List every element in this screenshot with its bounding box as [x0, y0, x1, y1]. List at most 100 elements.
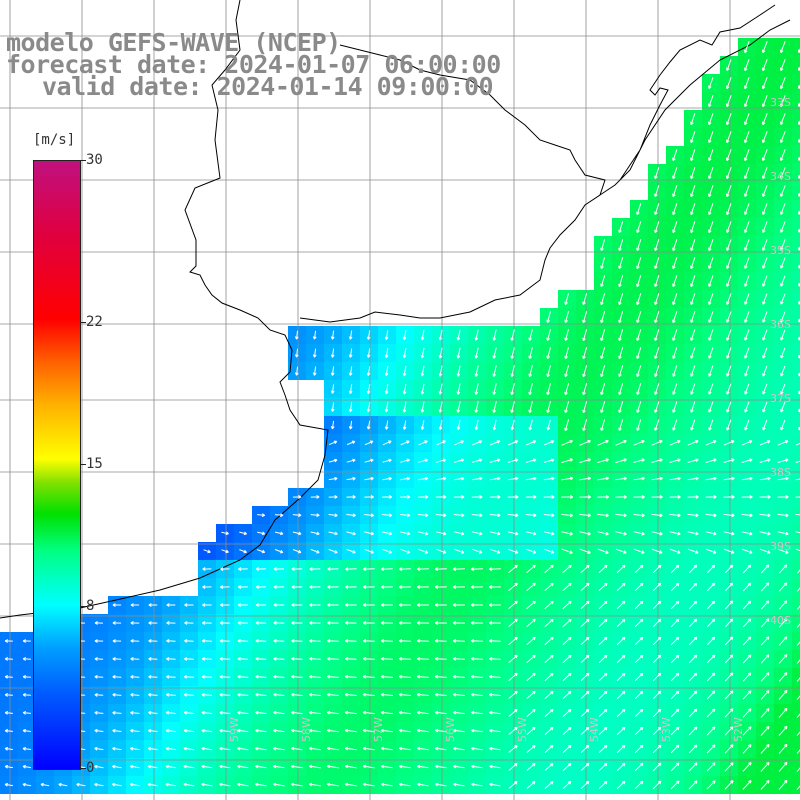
- wind-arrow: [94, 639, 104, 643]
- wind-arrow: [508, 582, 518, 592]
- wind-arrow: [184, 657, 194, 661]
- wind-arrow: [291, 656, 303, 661]
- wind-arrow: [308, 764, 321, 769]
- wind-arrow: [741, 440, 753, 446]
- wind-arrow: [528, 419, 533, 431]
- wind-arrow: [741, 476, 753, 481]
- wind-arrow: [636, 221, 642, 234]
- wind-arrow: [618, 311, 624, 324]
- wind-arrow: [616, 564, 626, 574]
- wind-arrow: [564, 419, 570, 432]
- wind-arrow: [580, 726, 590, 735]
- wind-arrow: [76, 782, 86, 787]
- wind-arrow: [362, 710, 375, 715]
- wind-arrow: [327, 567, 339, 571]
- wind-arrow: [434, 567, 447, 572]
- wind-speed-cell: [792, 632, 800, 650]
- wind-arrow: [456, 420, 461, 431]
- wind-arrow: [326, 710, 339, 715]
- wind-arrow: [420, 401, 425, 413]
- wind-arrow: [402, 348, 407, 359]
- wind-arrow: [672, 311, 678, 324]
- wind-arrow: [762, 167, 768, 179]
- wind-arrow: [382, 548, 392, 554]
- wind-arrow: [398, 746, 411, 751]
- longitude-label: 56W: [444, 717, 457, 742]
- wind-arrow: [725, 113, 732, 126]
- wind-arrow: [582, 401, 588, 414]
- wind-arrow: [742, 564, 752, 574]
- wind-arrow: [452, 692, 465, 697]
- wind-arrow: [654, 383, 660, 395]
- wind-arrow: [452, 603, 465, 607]
- wind-speed-cell: [792, 416, 800, 434]
- wind-arrow: [326, 728, 339, 733]
- wind-arrow: [688, 744, 698, 754]
- wind-arrow: [598, 600, 608, 610]
- wind-arrow: [474, 365, 479, 377]
- wind-arrow: [579, 476, 592, 481]
- wind-arrow: [725, 77, 732, 90]
- wind-arrow: [129, 782, 140, 787]
- wind-arrow: [327, 603, 339, 607]
- wind-arrow: [328, 531, 338, 536]
- wind-arrow: [708, 419, 714, 431]
- wind-arrow: [672, 221, 678, 234]
- colorbar-tick-mark: [80, 768, 86, 769]
- wind-arrow: [400, 548, 411, 554]
- wind-arrow: [273, 764, 285, 769]
- wind-speed-cells: [0, 38, 800, 794]
- wind-arrow: [651, 531, 663, 536]
- wind-arrow: [416, 639, 429, 643]
- wind-arrow: [796, 623, 800, 628]
- wind-arrow: [94, 621, 104, 625]
- wind-arrow: [237, 746, 249, 751]
- wind-arrow: [780, 221, 786, 233]
- wind-arrow: [363, 585, 375, 589]
- latitude-label: 37S: [770, 392, 791, 405]
- wind-arrow: [779, 131, 786, 143]
- wind-arrow: [690, 311, 696, 323]
- wind-arrow: [795, 548, 800, 552]
- wind-arrow: [221, 531, 229, 536]
- wind-arrow: [633, 495, 645, 499]
- wind-arrow: [634, 762, 644, 772]
- wind-arrow: [219, 621, 230, 625]
- wind-arrow: [309, 585, 321, 589]
- wind-arrow: [795, 531, 800, 534]
- wind-arrow: [723, 513, 735, 518]
- wind-arrow: [436, 440, 446, 446]
- wind-arrow: [687, 495, 699, 499]
- wind-arrow: [130, 657, 140, 661]
- wind-arrow: [598, 636, 608, 646]
- wind-arrow: [438, 420, 443, 431]
- wind-arrow: [255, 710, 267, 715]
- wind-speed-cell: [792, 506, 800, 524]
- wind-arrow: [796, 641, 800, 646]
- wind-arrow: [438, 329, 443, 341]
- wind-arrow: [777, 458, 789, 463]
- wind-arrow: [725, 95, 732, 108]
- wind-arrow: [654, 347, 660, 360]
- wind-arrow: [366, 366, 371, 376]
- wind-arrow: [672, 383, 678, 395]
- wind-arrow: [634, 600, 644, 610]
- wind-arrow: [759, 440, 771, 446]
- wind-arrow: [219, 639, 230, 643]
- wind-arrow: [420, 383, 425, 395]
- wind-arrow: [525, 531, 537, 536]
- wind-arrow: [761, 95, 768, 108]
- wind-arrow: [58, 782, 68, 787]
- wind-arrow: [4, 764, 13, 769]
- wind-arrow: [330, 330, 335, 340]
- wind-arrow: [435, 728, 447, 733]
- wind-arrow: [688, 780, 698, 790]
- wind-speed-cell: [792, 668, 800, 686]
- wind-arrow: [291, 692, 303, 697]
- wind-arrow: [543, 513, 555, 518]
- wind-arrow: [471, 746, 483, 751]
- wind-arrow: [94, 693, 104, 697]
- wind-arrow: [561, 439, 573, 446]
- wind-arrow: [453, 764, 465, 769]
